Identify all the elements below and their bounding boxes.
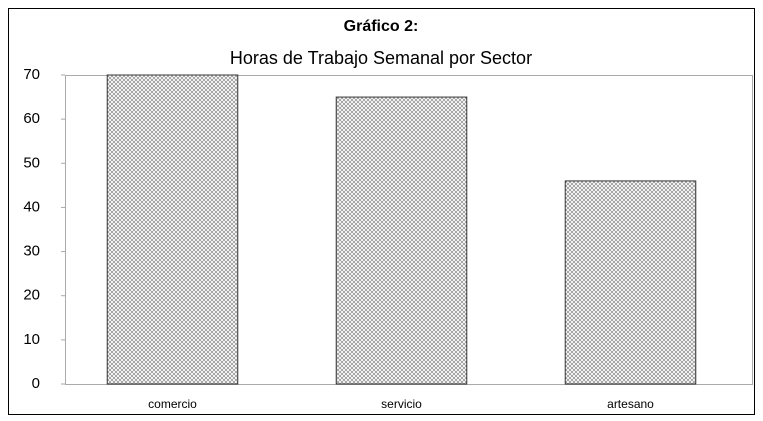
y-tick-label: 70: [23, 66, 40, 83]
x-tick-label: artesano: [607, 397, 654, 411]
y-tick-label: 20: [23, 287, 40, 304]
y-tick-label: 50: [23, 154, 40, 171]
plot-area: [65, 75, 753, 385]
chart-title: Gráfico 2:: [344, 18, 419, 35]
x-tick-label: servicio: [381, 397, 422, 411]
x-tick-label: comercio: [148, 397, 197, 411]
y-tick-label: 40: [23, 198, 40, 215]
y-tick-label: 30: [23, 243, 40, 260]
y-tick-label: 10: [23, 331, 40, 348]
bar: [106, 74, 239, 385]
bar: [564, 180, 697, 385]
chart-subtitle: Horas de Trabajo Semanal por Sector: [230, 48, 532, 68]
y-tick-label: 0: [32, 375, 40, 392]
y-tick-label: 60: [23, 110, 40, 127]
bar: [335, 96, 468, 385]
